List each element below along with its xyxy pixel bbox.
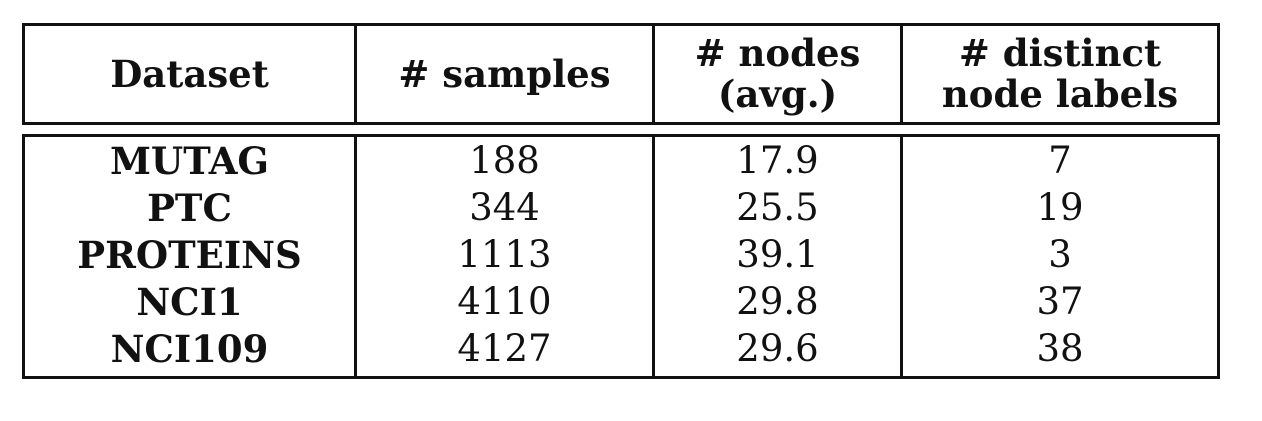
column-divider [900, 137, 903, 376]
header-samples: # samples [357, 26, 652, 122]
cell-dataset: PTC [147, 185, 232, 230]
header-labels-line1: # distinct [958, 31, 1162, 75]
datasets-table: Dataset # samples # nodes (avg.) # disti… [22, 23, 1220, 379]
cell-dataset: PROTEINS [77, 232, 302, 277]
cell-labels: 37 [1036, 280, 1084, 323]
cell-samples: 188 [469, 139, 540, 182]
cell-samples: 1113 [457, 233, 552, 276]
cell-nodes: 39.1 [736, 233, 819, 276]
cell-samples: 344 [469, 186, 540, 229]
cell-dataset: NCI1 [136, 279, 243, 324]
header-samples-label: # samples [398, 51, 611, 96]
table-body: MUTAG 188 17.9 7 PTC 344 25.5 19 PROTEIN… [22, 134, 1220, 379]
cell-labels: 7 [1048, 139, 1072, 182]
cell-labels: 38 [1036, 327, 1084, 370]
cell-samples: 4110 [457, 280, 552, 323]
cell-labels: 19 [1036, 186, 1084, 229]
cell-nodes: 29.8 [736, 280, 819, 323]
table-header: Dataset # samples # nodes (avg.) # disti… [22, 23, 1220, 125]
table-row: MUTAG 188 17.9 7 [25, 137, 1217, 184]
table-row: PROTEINS 1113 39.1 3 [25, 231, 1217, 278]
column-divider [354, 137, 357, 376]
cell-dataset: MUTAG [109, 138, 270, 183]
cell-nodes: 17.9 [736, 139, 819, 182]
header-dataset-label: Dataset [110, 51, 269, 96]
column-divider [652, 137, 655, 376]
header-dataset: Dataset [25, 26, 354, 122]
table-row: PTC 344 25.5 19 [25, 184, 1217, 231]
cell-dataset: NCI109 [110, 326, 269, 371]
header-nodes-line2: (avg.) [717, 72, 838, 116]
column-divider [900, 26, 903, 122]
header-labels: # distinct node labels [903, 26, 1217, 122]
header-nodes: # nodes (avg.) [655, 26, 900, 122]
header-labels-line2: node labels [941, 72, 1179, 116]
cell-labels: 3 [1048, 233, 1072, 276]
header-nodes-line1: # nodes [694, 31, 861, 75]
cell-samples: 4127 [457, 327, 552, 370]
column-divider [652, 26, 655, 122]
table-row: NCI109 4127 29.6 38 [25, 325, 1217, 372]
column-divider [354, 26, 357, 122]
cell-nodes: 25.5 [736, 186, 819, 229]
cell-nodes: 29.6 [736, 327, 819, 370]
table-row: NCI1 4110 29.8 37 [25, 278, 1217, 325]
